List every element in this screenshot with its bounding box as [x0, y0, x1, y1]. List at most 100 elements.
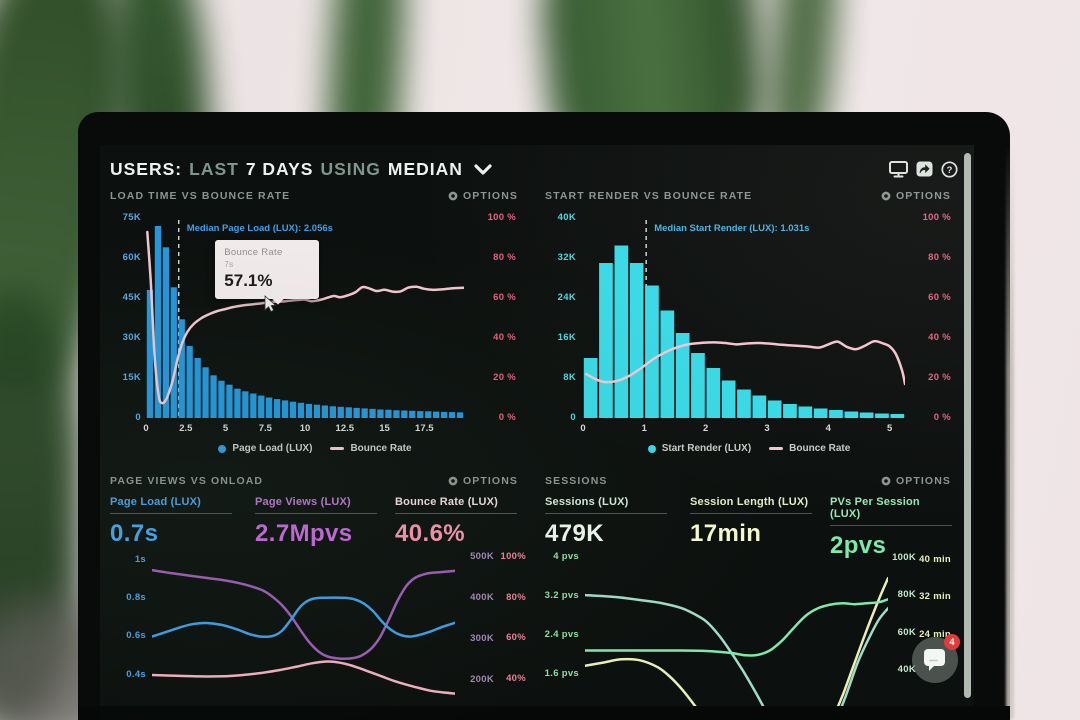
metric: Page Load (LUX) 0.7s — [110, 496, 255, 552]
x-axis: 0 2.5 5 7.5 10 12.5 15 17.5 — [143, 423, 464, 436]
display-icon[interactable] — [889, 160, 908, 178]
gear-icon — [881, 476, 891, 486]
legend-label: Bounce Rate — [789, 443, 851, 454]
metric: Session Length (LUX) 17min — [690, 496, 830, 552]
chart-legend: Start Render (LUX) Bounce Rate — [545, 443, 953, 454]
axis-tick: 40K — [897, 664, 916, 676]
axis-tick: 100 % — [922, 212, 951, 223]
chart-plot[interactable] — [152, 552, 455, 708]
axis-tick: 60% — [506, 632, 526, 644]
legend-line-marker — [769, 447, 784, 450]
metric: Bounce Rate (LUX) 40.6% — [395, 496, 520, 552]
panel-start-render-vs-bounce-rate: START RENDER VS BOUNCE RATE OPTIONS 40K 3… — [545, 190, 953, 470]
legend-item[interactable]: Start Render (LUX) — [647, 443, 751, 454]
chat-bubble-icon — [924, 649, 945, 671]
axis-tick: 20 % — [928, 372, 951, 383]
laptop-edge — [1006, 142, 1014, 720]
x-axis-tick: 17.5 — [415, 423, 434, 434]
metric-divider — [830, 525, 952, 526]
metric-value: 0.7s — [110, 520, 159, 547]
axis-tick: 45K — [122, 292, 141, 303]
axis-tick: 300K — [470, 633, 494, 645]
axis-tick: 1s — [134, 553, 146, 565]
legend-line-marker — [330, 447, 345, 450]
x-axis-tick: 4 — [825, 423, 831, 434]
axis-tick: 0.8s — [126, 591, 146, 603]
share-icon[interactable] — [916, 161, 933, 177]
axis-tick: 100K — [892, 551, 916, 563]
axis-tick: 100% — [500, 551, 526, 563]
axis-tick: 32 min — [919, 591, 951, 602]
axis-tick: 60 % — [928, 292, 951, 303]
chart-plot[interactable] — [583, 218, 905, 418]
axis-tick: 80K — [897, 589, 916, 601]
metric-value: 17min — [690, 520, 762, 547]
panel-header: SESSIONS OPTIONS — [545, 475, 951, 487]
panel-title: LOAD TIME VS BOUNCE RATE — [110, 190, 291, 202]
x-axis-tick: 5 — [222, 423, 229, 434]
chart-plot[interactable] — [146, 218, 464, 418]
panel-title: START RENDER VS BOUNCE RATE — [545, 190, 753, 202]
scrollbar[interactable] — [964, 153, 971, 698]
metric-divider — [395, 513, 517, 514]
metric-divider — [255, 513, 377, 514]
legend-item[interactable]: Bounce Rate — [769, 443, 850, 454]
axis-tick: 0 % — [498, 412, 516, 423]
metric-value: 2.7Mpvs — [255, 520, 353, 547]
axis-tick: 500K — [470, 550, 494, 562]
axis-tick: 4 pvs — [553, 550, 579, 562]
options-button[interactable]: OPTIONS — [448, 475, 518, 487]
chat-button[interactable]: 4 — [912, 634, 960, 683]
metric-value: 40.6% — [395, 520, 466, 547]
line-series-Bounce Rate — [146, 230, 464, 405]
axis-tick: 0 % — [933, 412, 951, 423]
x-axis: 0 1 2 3 4 5 — [580, 423, 905, 436]
metric-divider — [110, 513, 232, 514]
options-label: OPTIONS — [463, 475, 518, 487]
topbar-actions: ? — [889, 160, 958, 178]
options-button[interactable]: OPTIONS — [881, 190, 951, 202]
legend-item[interactable]: Bounce Rate — [330, 443, 412, 454]
chevron-down-icon — [474, 163, 492, 175]
legend-dot-marker — [647, 444, 656, 453]
gear-icon — [881, 191, 891, 201]
dashboard: USERS: LAST 7 DAYS USING MEDIAN — [100, 145, 974, 720]
metric: PVs Per Session (LUX) 2pvs — [830, 496, 953, 559]
bars-series — [146, 226, 464, 418]
title-median: MEDIAN — [387, 158, 463, 179]
metric-divider — [545, 513, 667, 514]
axis-tick: 80% — [506, 591, 526, 603]
axis-tick: 8K — [563, 372, 576, 383]
gear-icon — [448, 191, 458, 201]
line-series-PVs Per Session — [585, 598, 888, 657]
axis-tick: 20 % — [493, 372, 516, 383]
legend-dot-marker — [218, 444, 227, 453]
axis-tick: 15K — [122, 372, 141, 383]
metrics-row: Page Load (LUX) 0.7s Page Views (LUX) 2.7Mp… — [110, 496, 520, 552]
options-label: OPTIONS — [896, 190, 951, 202]
y-axis-left: 40K 32K 24K 16K 8K 0 — [545, 212, 578, 423]
axis-tick: 60K — [897, 626, 916, 638]
help-icon[interactable]: ? — [941, 160, 958, 178]
users-filter-dropdown[interactable]: USERS: LAST 7 DAYS USING MEDIAN — [110, 159, 492, 180]
axis-tick: 40 min — [919, 553, 951, 565]
axis-tick: 3.2 pvs — [544, 589, 579, 601]
options-button[interactable]: OPTIONS — [881, 475, 951, 487]
line-series-Session Length — [585, 576, 888, 708]
line-series-Bounce Rate — [152, 660, 455, 695]
panel-title: PAGE VIEWS VS ONLOAD — [110, 475, 264, 487]
panel-header: LOAD TIME VS BOUNCE RATE OPTIONS — [110, 190, 518, 202]
panel-page-views-vs-onload: PAGE VIEWS VS ONLOAD OPTIONS Page Load (… — [110, 475, 526, 720]
legend-item[interactable]: Page Load (LUX) — [218, 443, 312, 454]
options-label: OPTIONS — [463, 190, 518, 202]
options-button[interactable]: OPTIONS — [448, 190, 518, 202]
axis-tick: 60K — [122, 252, 141, 263]
x-axis-tick: 2 — [703, 423, 709, 434]
x-axis-tick: 12.5 — [335, 423, 355, 434]
x-axis-tick: 10 — [299, 423, 311, 434]
panel-header: PAGE VIEWS VS ONLOAD OPTIONS — [110, 475, 518, 487]
chart-plot[interactable] — [585, 552, 888, 708]
line-series-Page Load — [152, 596, 455, 639]
axis-tick: 24K — [557, 292, 576, 303]
title-last: LAST — [189, 158, 239, 179]
